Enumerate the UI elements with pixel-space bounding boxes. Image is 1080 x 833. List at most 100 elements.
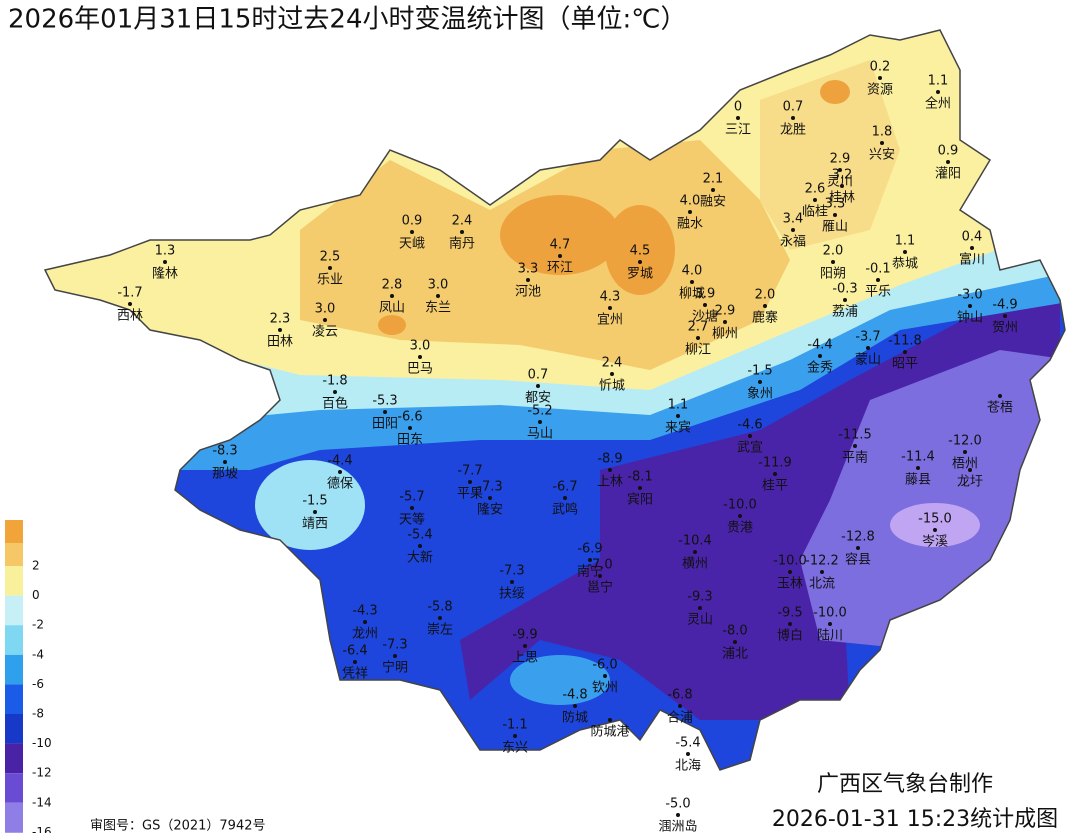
station-name: 钟山 (957, 310, 983, 326)
station-dot (418, 355, 422, 359)
station-name: 灌阳 (935, 167, 961, 182)
station-name: 融安 (700, 195, 726, 210)
station-name: 龙胜 (780, 123, 806, 138)
station-value: 0.7 (528, 368, 549, 383)
station-name: 富川 (959, 252, 985, 268)
station-name: 沙塘 (692, 309, 718, 325)
station-name: 凌云 (312, 325, 338, 340)
station-dot (838, 168, 842, 172)
station-name: 全州 (925, 96, 951, 112)
station-dot (603, 674, 607, 678)
station-dot (526, 278, 530, 282)
station-name: 钦州 (592, 681, 618, 696)
station-name: 博白 (777, 628, 803, 644)
station-value: 0.4 (962, 230, 983, 245)
legend-label: -2 (32, 618, 44, 632)
station-value: 3.9 (695, 287, 716, 302)
station-name: 邕宁 (587, 580, 613, 596)
station-dot (818, 354, 822, 358)
station-value: 3.0 (410, 339, 431, 354)
station-name: 天等 (399, 512, 425, 528)
station-dot (608, 718, 612, 722)
legend-label: -6 (32, 677, 44, 691)
station-dot (880, 141, 884, 145)
station-name: 环江 (547, 261, 573, 276)
legend-swatch (5, 625, 23, 655)
station-dot (916, 466, 920, 470)
station-value: 2.4 (602, 356, 623, 371)
station-value: -5.8 (427, 600, 452, 615)
station-value: 2.6 (805, 182, 826, 197)
station-dot (856, 546, 860, 550)
station-name: 凤山 (379, 301, 405, 316)
legend-swatch (5, 714, 23, 744)
station-dot (573, 704, 577, 708)
station-name: 岑溪 (922, 535, 948, 550)
station-value: -4.4 (327, 454, 352, 469)
station-name: 雁山 (822, 220, 848, 235)
legend-label: -4 (32, 647, 44, 661)
station-dot (763, 304, 767, 308)
station-value: 0 (734, 100, 742, 115)
station-name: 扶绥 (499, 587, 525, 602)
station-value: -9.9 (512, 628, 537, 643)
station-dot (363, 620, 367, 624)
station-value: -4.8 (562, 688, 587, 703)
station-dot (698, 606, 702, 610)
legend-swatch (5, 802, 23, 833)
station-dot (588, 558, 592, 562)
station-name: 永福 (780, 235, 806, 250)
station-dot (510, 580, 514, 584)
station-value: 4.0 (680, 194, 701, 209)
station-dot (946, 160, 950, 164)
station-value: 0.9 (402, 214, 423, 229)
station-value: -5.3 (372, 394, 397, 409)
station-name: 防城 (562, 710, 588, 726)
station-name: 柳城 (679, 287, 705, 302)
station-value: -10.0 (813, 606, 847, 621)
station-name: 上思 (512, 651, 538, 666)
station-name: 资源 (867, 83, 893, 98)
station-dot (608, 468, 612, 472)
station-dot (488, 496, 492, 500)
station-name: 阳朔 (820, 267, 846, 282)
station-name: 容县 (845, 552, 871, 568)
station-name: 临桂 (802, 205, 828, 220)
legend-swatch (5, 595, 23, 626)
station-value: 0.7 (783, 100, 804, 115)
station-dot (393, 654, 397, 658)
station-name: 苍梧 (987, 401, 1013, 416)
station-value: -11.4 (901, 450, 935, 465)
station-value: -4.9 (992, 298, 1017, 313)
province-border (43, 29, 1066, 771)
station-dot (968, 468, 972, 472)
station-value: -3.0 (957, 288, 982, 303)
station-name: 灵川 (827, 175, 853, 190)
station-value: -9.3 (687, 590, 712, 605)
station-name: 蒙山 (855, 353, 881, 368)
station-value: 4.3 (600, 290, 621, 305)
station-value: 2.4 (452, 214, 473, 229)
station-dot (970, 246, 974, 250)
station-dot (903, 350, 907, 354)
station-dot (598, 574, 602, 578)
station-dot (686, 752, 690, 756)
station-name: 河池 (515, 285, 541, 300)
station-dot (438, 616, 442, 620)
station-value: -1.8 (322, 374, 347, 389)
legend-swatch (5, 773, 23, 803)
station-name: 恭城 (892, 257, 918, 272)
station-name: 融水 (677, 217, 703, 232)
station-dot (813, 198, 817, 202)
station-value: -1.1 (502, 718, 527, 733)
station-name: 西林 (117, 309, 143, 324)
station-dot (536, 384, 540, 388)
station-value: 3.0 (315, 302, 336, 317)
station-name: 忻城 (599, 379, 625, 394)
station-dot (608, 306, 612, 310)
station-value: -7.7 (457, 464, 482, 479)
station-value: -6.0 (592, 658, 617, 673)
station-value: -6.7 (552, 480, 577, 495)
station-name: 龙圩 (957, 475, 983, 490)
